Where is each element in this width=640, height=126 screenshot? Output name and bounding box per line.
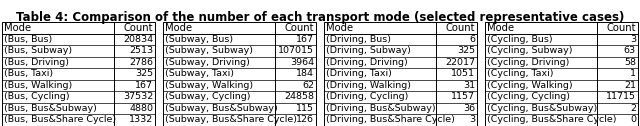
Text: 3964: 3964 [290,58,314,67]
Text: 6: 6 [469,35,475,44]
Text: (Driving, Subway): (Driving, Subway) [326,46,411,55]
Text: 58: 58 [624,58,636,67]
Text: (Driving, Cycling): (Driving, Cycling) [326,92,408,101]
Bar [485,22,638,125]
Text: Count: Count [285,23,314,33]
Text: (Cycling, Taxi): (Cycling, Taxi) [487,69,554,78]
Text: 1332: 1332 [129,115,153,124]
Text: (Driving, Driving): (Driving, Driving) [326,58,408,67]
Text: (Cycling, Cycling): (Cycling, Cycling) [487,92,570,101]
Text: (Cycling, Bus): (Cycling, Bus) [487,35,552,44]
Text: 63: 63 [624,46,636,55]
Text: (Bus, Cycling): (Bus, Cycling) [4,92,70,101]
Text: 1051: 1051 [451,69,475,78]
Text: Mode: Mode [487,23,514,33]
Text: Mode: Mode [326,23,353,33]
Text: 167: 167 [296,35,314,44]
Text: 1: 1 [630,69,636,78]
Text: (Cycling, Bus&Subway): (Cycling, Bus&Subway) [487,104,597,113]
Text: 4880: 4880 [129,104,153,113]
Text: 37532: 37532 [123,92,153,101]
Text: 325: 325 [457,46,475,55]
Text: 3: 3 [630,35,636,44]
Text: (Subway, Subway): (Subway, Subway) [165,46,253,55]
Text: (Bus, Walking): (Bus, Walking) [4,81,72,90]
Text: (Driving, Bus&Share Cycle): (Driving, Bus&Share Cycle) [326,115,455,124]
Text: (Driving, Taxi): (Driving, Taxi) [326,69,392,78]
Text: (Subway, Bus&Subway): (Subway, Bus&Subway) [165,104,278,113]
Text: (Subway, Walking): (Subway, Walking) [165,81,253,90]
Text: (Bus, Subway): (Bus, Subway) [4,46,72,55]
Text: (Subway, Bus&Share Cycle): (Subway, Bus&Share Cycle) [165,115,297,124]
Text: 11715: 11715 [606,92,636,101]
Text: 325: 325 [135,69,153,78]
Text: (Bus, Driving): (Bus, Driving) [4,58,69,67]
Text: 3: 3 [469,115,475,124]
Text: 126: 126 [296,115,314,124]
Text: (Cycling, Walking): (Cycling, Walking) [487,81,573,90]
Text: 1157: 1157 [451,92,475,101]
Text: Count: Count [607,23,636,33]
Text: 2513: 2513 [129,46,153,55]
Text: Mode: Mode [165,23,192,33]
Text: (Bus, Bus): (Bus, Bus) [4,35,52,44]
Text: (Subway, Driving): (Subway, Driving) [165,58,250,67]
Text: (Cycling, Driving): (Cycling, Driving) [487,58,570,67]
Text: Count: Count [124,23,153,33]
Text: (Bus, Taxi): (Bus, Taxi) [4,69,53,78]
Text: 22017: 22017 [445,58,475,67]
Text: 184: 184 [296,69,314,78]
Text: 167: 167 [135,81,153,90]
Text: (Cycling, Bus&Share Cycle): (Cycling, Bus&Share Cycle) [487,115,616,124]
Text: 21: 21 [624,81,636,90]
Text: Table 4: Comparison of the number of each transport mode (selected representativ: Table 4: Comparison of the number of eac… [16,11,624,24]
Text: 115: 115 [296,104,314,113]
Text: (Bus, Bus&Share Cycle): (Bus, Bus&Share Cycle) [4,115,116,124]
Text: 31: 31 [463,81,475,90]
Text: (Driving, Bus&Subway): (Driving, Bus&Subway) [326,104,436,113]
Text: 62: 62 [302,81,314,90]
Text: 36: 36 [463,104,475,113]
Bar [2,22,155,125]
Text: (Cycling, Subway): (Cycling, Subway) [487,46,573,55]
Text: (Subway, Taxi): (Subway, Taxi) [165,69,234,78]
Bar [163,22,316,125]
Text: (Driving, Bus): (Driving, Bus) [326,35,391,44]
Text: 107015: 107015 [278,46,314,55]
Text: (Bus, Bus&Subway): (Bus, Bus&Subway) [4,104,97,113]
Bar [324,22,477,125]
Text: (Driving, Walking): (Driving, Walking) [326,81,411,90]
Text: (Subway, Cycling): (Subway, Cycling) [165,92,250,101]
Text: 20834: 20834 [123,35,153,44]
Text: Mode: Mode [4,23,31,33]
Text: (Subway, Bus): (Subway, Bus) [165,35,233,44]
Text: 24858: 24858 [284,92,314,101]
Text: Count: Count [445,23,475,33]
Text: 0: 0 [630,115,636,124]
Text: 2786: 2786 [129,58,153,67]
Text: 2: 2 [630,104,636,113]
